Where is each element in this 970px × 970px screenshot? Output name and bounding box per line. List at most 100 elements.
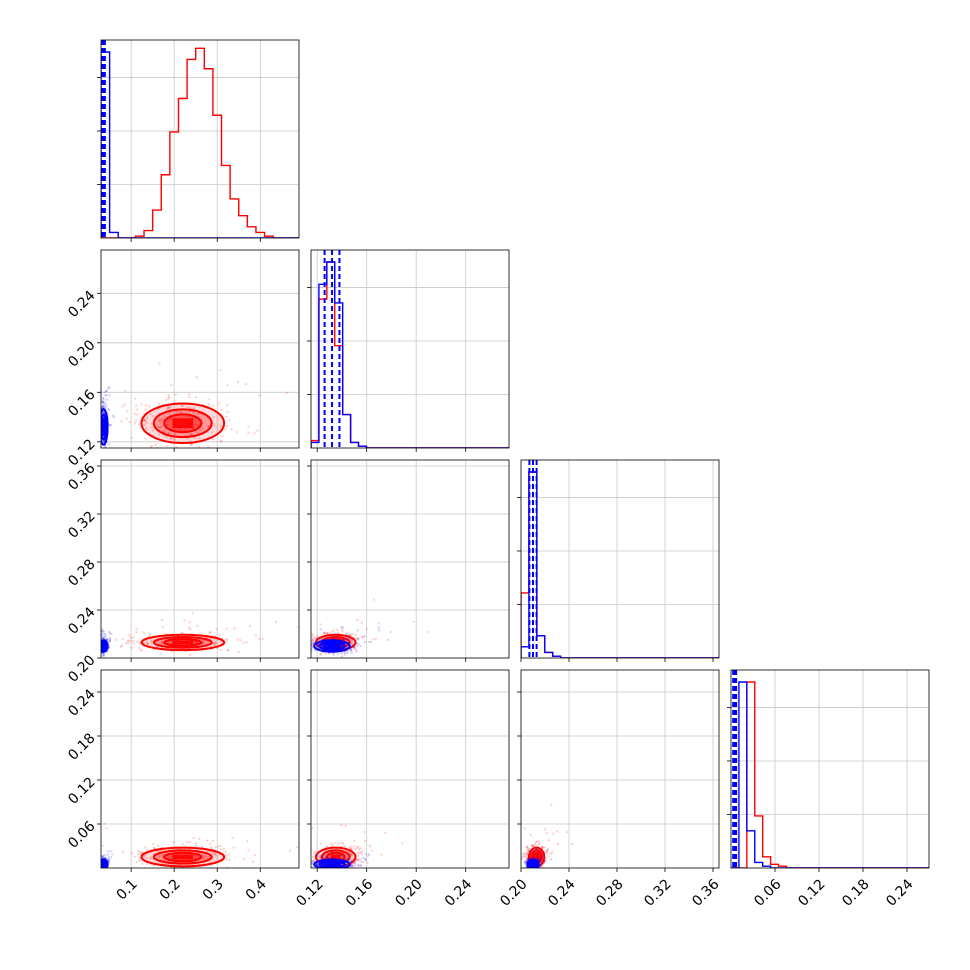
histogram-red: [311, 261, 509, 448]
scatter-point: [340, 841, 344, 845]
scatter-point: [133, 421, 137, 425]
scatter-point: [555, 830, 559, 833]
scatter-point: [358, 637, 361, 640]
scatter-point: [196, 856, 199, 859]
scatter-point: [544, 859, 547, 863]
scatter-point: [107, 387, 110, 390]
scatter-point: [101, 870, 103, 872]
scatter-point: [355, 859, 358, 862]
scatter-point: [174, 393, 177, 396]
scatter-point: [138, 850, 141, 854]
scatter-point: [212, 643, 216, 647]
scatter-point: [96, 858, 98, 860]
scatter-point: [104, 869, 106, 871]
scatter-point: [538, 869, 540, 871]
scatter-point: [535, 840, 539, 843]
scatter-point: [364, 858, 367, 861]
scatter-point: [338, 870, 340, 872]
scatter-point: [102, 635, 106, 639]
scatter-point: [193, 640, 196, 644]
scatter-point: [97, 865, 99, 867]
scatter-point: [160, 419, 163, 422]
scatter-point: [190, 443, 194, 446]
scatter-point: [95, 860, 97, 862]
scatter-point: [538, 873, 540, 875]
scatter-point: [206, 641, 209, 645]
scatter-point: [102, 398, 105, 401]
scatter-point: [108, 646, 111, 649]
density-peak: [327, 644, 337, 648]
scatter-point: [368, 844, 372, 848]
scatter-point: [192, 836, 195, 840]
scatter-point: [143, 423, 147, 426]
x-tick-label: 0.18: [839, 876, 872, 909]
scatter-point: [308, 639, 310, 641]
scatter-point: [98, 433, 100, 435]
scatter-point: [167, 431, 170, 435]
scatter-point: [292, 644, 294, 646]
scatter-point: [130, 436, 133, 440]
scatter-point: [320, 652, 323, 655]
scatter-point: [350, 860, 353, 863]
scatter-point: [166, 436, 169, 439]
scatter-point: [166, 407, 169, 411]
scatter-point: [98, 863, 100, 865]
scatter-point: [203, 857, 207, 860]
scatter-point: [532, 870, 534, 872]
scatter-point: [225, 866, 229, 868]
scatter-point: [167, 393, 170, 397]
scatter-point: [236, 638, 239, 641]
scatter-point: [104, 633, 107, 636]
scatter-point: [104, 871, 106, 873]
scatter-point: [163, 429, 167, 432]
scatter-point: [217, 845, 220, 848]
scatter-point: [349, 852, 353, 856]
scatter-point: [138, 423, 141, 426]
scatter-point: [98, 394, 100, 396]
scatter-point: [353, 646, 356, 649]
scatter-point: [133, 412, 137, 416]
scatter-point: [361, 850, 364, 853]
density-peak: [172, 418, 194, 429]
scatter-point: [214, 641, 217, 645]
scatter-point: [94, 859, 96, 861]
scatter-point: [350, 855, 353, 858]
scatter-point: [101, 406, 104, 409]
x-tick-label: 0.16: [343, 876, 376, 909]
scatter-point: [107, 442, 110, 446]
scatter-point: [344, 824, 347, 827]
scatter-point: [98, 639, 100, 641]
scatter-point: [91, 633, 93, 635]
scatter-point: [59, 638, 61, 640]
scatter-point: [187, 626, 191, 629]
scatter-point: [281, 859, 283, 861]
scatter-point: [307, 864, 309, 866]
scatter-point: [314, 637, 317, 641]
scatter-point: [144, 404, 148, 407]
scatter-point: [525, 855, 528, 858]
scatter-point: [214, 845, 217, 849]
scatter-point: [149, 856, 153, 860]
scatter-point: [247, 425, 250, 428]
scatter-point: [374, 637, 378, 640]
scatter-point: [104, 635, 107, 638]
scatter-point: [353, 845, 356, 848]
scatter-point: [172, 841, 175, 844]
scatter-point: [314, 853, 318, 857]
scatter-point: [350, 640, 353, 644]
scatter-point: [540, 846, 544, 850]
scatter-point: [245, 639, 247, 641]
scatter-point: [159, 652, 163, 655]
scatter-point: [168, 413, 172, 416]
scatter-point: [101, 630, 104, 634]
scatter-point: [521, 857, 524, 860]
scatter-point: [125, 417, 128, 421]
scatter-point: [140, 403, 143, 406]
scatter-point: [144, 854, 147, 857]
scatter-point: [101, 400, 105, 404]
scatter-point: [311, 646, 312, 650]
scatter-point: [180, 404, 183, 407]
scatter-point: [158, 362, 161, 365]
scatter-point: [213, 643, 217, 647]
scatter-point: [359, 847, 362, 850]
